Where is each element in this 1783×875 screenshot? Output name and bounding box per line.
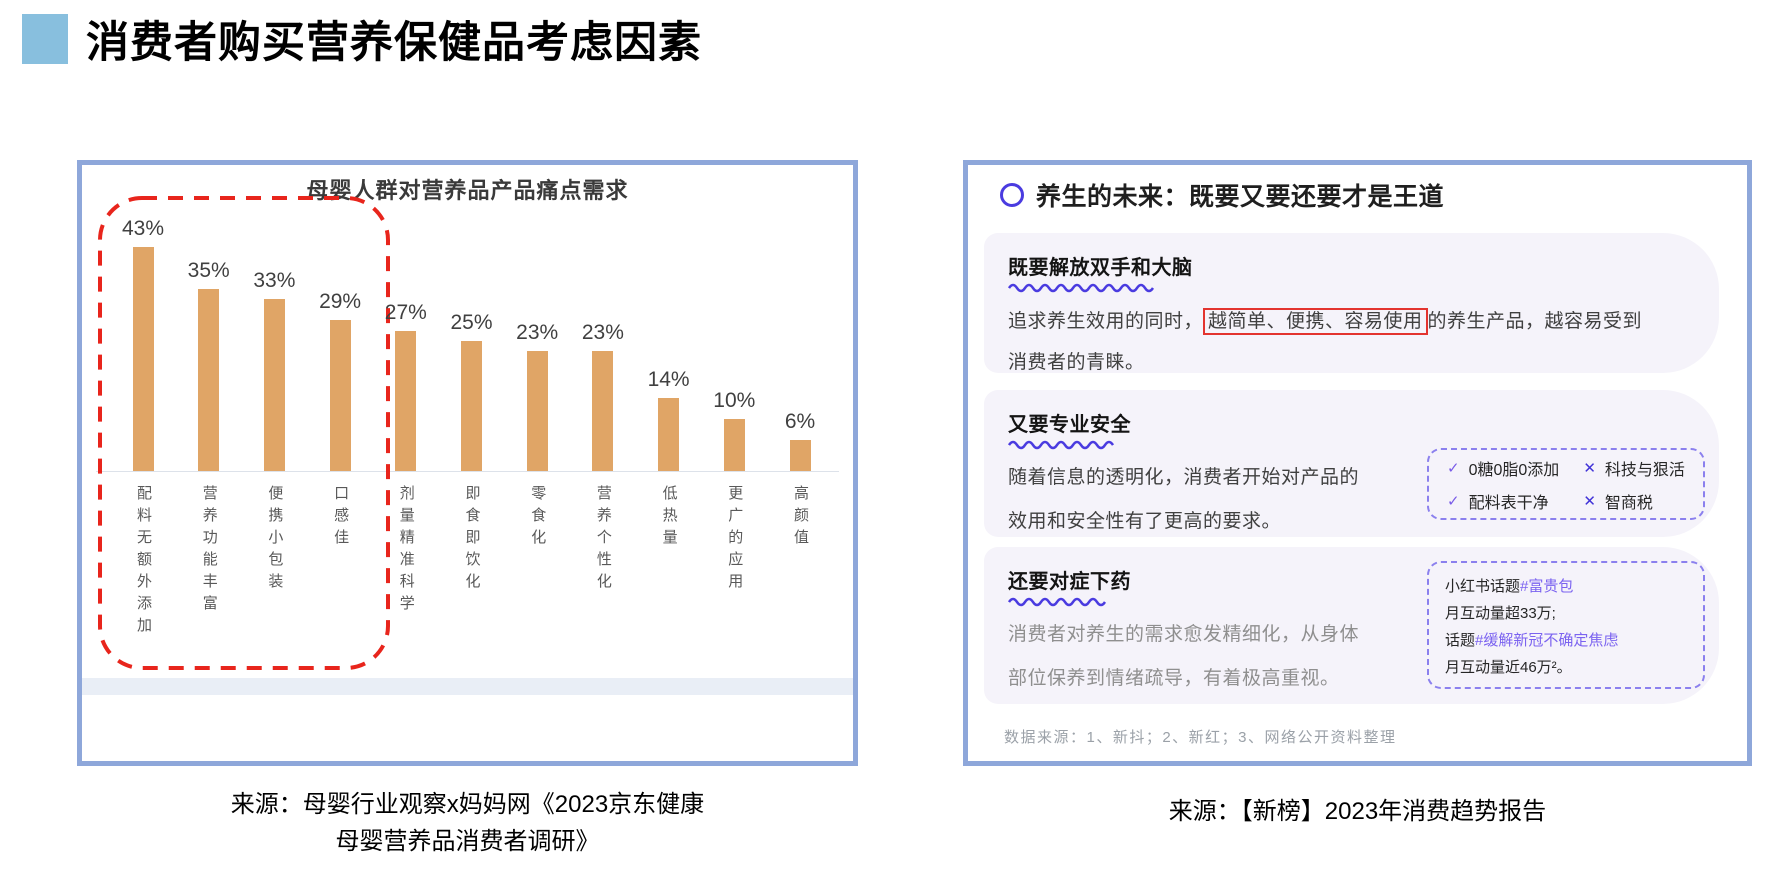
card2-heading: 又要专业安全 (1008, 414, 1131, 436)
bar-category-label: 即食即饮化 (463, 485, 481, 595)
bar-value-label: 23% (516, 321, 559, 344)
card-professional-safety: 又要专业安全 随着信息的透明化，消费者开始对产品的效用和安全性有了更高的要求。 … (984, 390, 1719, 537)
cross-icon: ✕ (1583, 459, 1596, 477)
bar (263, 299, 285, 471)
right-panel-title: 养生的未来：既要又要还要才是王道 (1036, 183, 1445, 211)
highlight-dashed-box (98, 196, 390, 670)
bar-value-label: 35% (187, 259, 230, 282)
checklist-label: 科技与狠活 (1604, 461, 1685, 479)
bar-value-label: 14% (647, 368, 690, 391)
card1-body-suffix: 的养生产品，越容易受到消费者的青睐。 (1008, 311, 1643, 373)
topic-line: 月互动量近46万²。 (1445, 659, 1572, 676)
right-panel-header: 养生的未来：既要又要还要才是王道 (1000, 177, 1444, 213)
bar-value-label: 23% (581, 321, 624, 344)
wavy-underline (1008, 283, 1155, 293)
checklist-item: ✓ 0糖0脂0添加 (1447, 456, 1559, 480)
bar (329, 320, 351, 471)
check-icon: ✓ (1447, 459, 1460, 477)
bar (461, 341, 482, 471)
cross-icon: ✕ (1583, 492, 1596, 510)
card1-red-highlight: 越简单、便携、容易使用 (1203, 308, 1428, 335)
card3-heading: 还要对症下药 (1008, 571, 1131, 593)
bar (592, 351, 614, 471)
wavy-underline (1008, 597, 1107, 607)
topic-line: 小红书话题#富贵包 (1445, 578, 1574, 595)
left-source-line2: 母婴营养品消费者调研》 (335, 828, 600, 855)
bar-category-label: 低热量 (660, 485, 678, 551)
page-header: 消费者购买营养保健品考虑因素 (22, 8, 702, 70)
topic-stats-box: 小红书话题#富贵包 月互动量超33万; 话题#缓解新冠不确定焦虑 月互动量近46… (1427, 561, 1705, 689)
card1-body-prefix: 追求养生效用的同时， (1008, 311, 1204, 332)
bar-value-label: 25% (450, 311, 493, 334)
bar-value-label: 6% (784, 410, 816, 433)
wavy-underline (1008, 440, 1114, 450)
bar-category-label: 更广的应用 (726, 485, 744, 595)
bar (132, 247, 154, 471)
bar-category-label: 营养个性化 (594, 485, 612, 595)
card-targeted-remedy: 还要对症下药 消费者对养生的需求愈发精细化，从身体部位保养到情绪疏导，有着极高重… (984, 547, 1719, 704)
left-source-line1: 来源：母婴行业观察x妈妈网《2023京东健康 (230, 791, 705, 818)
bar (526, 351, 548, 471)
bar-category-label: 高颜值 (792, 485, 809, 551)
bar-category-label: 营养功能丰富 (200, 485, 218, 617)
bar (723, 419, 745, 471)
bar-category-label: 零食化 (529, 485, 547, 551)
check-icon: ✓ (1447, 492, 1460, 510)
bar-category-label: 口感佳 (332, 485, 350, 551)
bar (395, 331, 417, 471)
left-source-caption: 来源：母婴行业观察x妈妈网《2023京东健康 母婴营养品消费者调研》 (77, 786, 858, 860)
checklist-label: 智商税 (1604, 494, 1653, 512)
checklist-item: ✕ 科技与狠活 (1583, 456, 1685, 480)
bar-value-label: 10% (713, 389, 756, 412)
topic-line: 月互动量超33万; (1445, 605, 1556, 622)
right-source-caption: 来源：【新榜】2023年消费趋势报告 (1168, 798, 1547, 825)
chart-bottom-band (82, 678, 853, 695)
data-source-footnote: 数据来源：1、新抖；2、新红；3、网络公开资料整理 (1004, 729, 1397, 746)
hashtag-topic: #富贵包 (1520, 578, 1574, 595)
bar-category-label: 剂量精准科学 (397, 485, 415, 617)
card1-heading: 既要解放双手和大脑 (1008, 257, 1193, 279)
circle-bullet-icon (1000, 183, 1024, 207)
hashtag-topic: #缓解新冠不确定焦虑 (1475, 632, 1619, 649)
left-chart-panel: 母婴人群对营养品产品痛点需求 43% 配料无额外添加 35% 营养功能丰富 33% 便携小… (77, 160, 858, 766)
card3-body: 消费者对养生的需求愈发精细化，从身体部位保养到情绪疏导，有着极高重视。 (1008, 624, 1360, 689)
bar-category-label: 便携小包装 (266, 485, 284, 595)
bar (658, 398, 680, 471)
checklist-item: ✓ 配料表干净 (1447, 489, 1559, 513)
card1-body: 追求养生效用的同时， 越简单、便携、容易使用 的养生产品，越容易受到消费者的青睐。 (1008, 302, 1656, 384)
bar-value-label: 27% (384, 301, 427, 324)
checklist-label: 0糖0脂0添加 (1468, 461, 1560, 479)
page-title: 消费者购买营养保健品考虑因素 (86, 19, 702, 67)
checklist-item: ✕ 智商税 (1583, 489, 1685, 513)
bar-value-label: 33% (253, 269, 296, 292)
bar-category-label: 配料无额外添加 (135, 485, 152, 639)
bar (789, 440, 811, 471)
bar-value-label: 29% (319, 290, 362, 313)
chart-baseline (96, 471, 839, 472)
bar-chart-area: 43% 配料无额外添加 35% 营养功能丰富 33% 便携小包装 29% 口感佳 27% 剂量精准… (82, 165, 853, 761)
check-cross-box: ✓ 0糖0脂0添加 ✕ 科技与狠活 ✓ 配料表干净 ✕ 智商税 (1427, 448, 1705, 520)
checklist-label: 配料表干净 (1468, 494, 1549, 512)
right-info-panel: 养生的未来：既要又要还要才是王道 既要解放双手和大脑 追求养生效用的同时， 越简单… (963, 160, 1752, 766)
bar (198, 289, 220, 471)
title-bullet-square (22, 14, 68, 64)
bar-value-label: 43% (121, 217, 165, 240)
card2-body: 随着信息的透明化，消费者开始对产品的效用和安全性有了更高的要求。 (1008, 467, 1360, 532)
card-hands-and-brain: 既要解放双手和大脑 追求养生效用的同时， 越简单、便携、容易使用 的养生产品，越容易… (984, 233, 1719, 373)
topic-line: 话题#缓解新冠不确定焦虑 (1445, 632, 1619, 649)
